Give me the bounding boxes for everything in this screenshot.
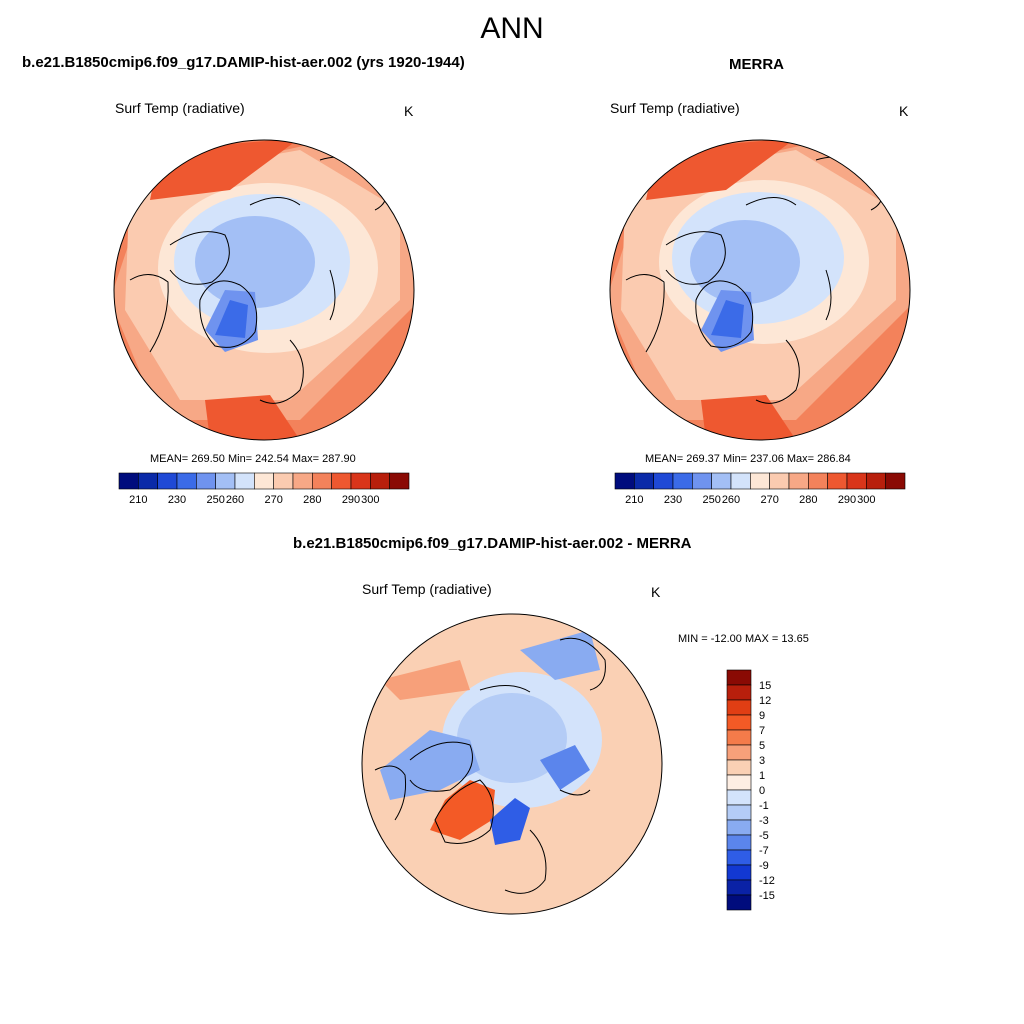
model-colorbar-tick-label: 260 [226,494,244,506]
obs-colorbar-swatch [672,472,693,490]
obs-colorbar-swatch [614,472,635,490]
diff-colorbar-tick-label: -5 [759,830,769,842]
diff-colorbar-tick-label: 3 [759,755,765,767]
diff-colorbar-tick-label: -3 [759,815,769,827]
obs-units-label: K [899,103,909,119]
model-stats: MEAN= 269.50 Min= 242.54 Max= 287.90 [150,453,356,465]
obs-stats: MEAN= 269.37 Min= 237.06 Max= 286.84 [645,453,851,465]
model-colorbar-tick-label: 290 [342,494,360,506]
model-colorbar-swatch [196,472,216,490]
diff-colorbar-tick-label: -1 [759,800,769,812]
model-colorbar: 210 230 250 260 270 280 290 300 [118,472,410,506]
diff-colorbar-swatch [726,729,752,746]
diff-colorbar-swatch [726,759,752,776]
diff-colorbar-swatch [726,789,752,806]
diff-colorbar-swatch [726,669,752,686]
diff-colorbar: 15 12 9 7 5 3 1 0 -1 -3 -5 -7 -9 -12 -15 [726,669,775,911]
model-colorbar-swatch [254,472,274,490]
obs-colorbar-swatch [711,472,732,490]
diff-colorbar-tick-label: -7 [759,845,769,857]
model-colorbar-swatch [370,472,390,490]
model-colorbar-swatch [312,472,332,490]
diff-colorbar-tick-label: 1 [759,770,765,782]
model-colorbar-tick-label: 250 [206,494,224,506]
model-colorbar-swatch [157,472,178,490]
diff-colorbar-tick-label: 9 [759,710,765,722]
obs-colorbar-tick-label: 250 [702,494,720,506]
diff-colorbar-swatch [726,849,752,866]
obs-colorbar-tick-label: 300 [857,494,875,506]
model-colorbar-swatch [176,472,197,490]
obs-colorbar-swatch [808,472,828,490]
model-colorbar-tick-label: 270 [264,494,282,506]
obs-colorbar-swatch [653,472,674,490]
obs-variable-label: Surf Temp (radiative) [610,100,740,116]
diff-polar-map [361,613,663,915]
diff-colorbar-swatch [726,684,752,701]
model-colorbar-swatch [273,472,294,490]
model-colorbar-swatch [138,472,158,490]
model-colorbar-swatch [215,472,236,490]
model-colorbar-swatch [292,472,313,490]
model-colorbar-swatch [389,472,410,490]
obs-colorbar-swatch [730,472,751,490]
diff-colorbar-swatch [726,804,752,821]
obs-colorbar-tick-label: 230 [664,494,682,506]
obs-colorbar-swatch [788,472,809,490]
diff-colorbar-swatch [726,699,752,716]
model-colorbar-swatch [350,472,371,490]
diff-colorbar-tick-label: -9 [759,860,769,872]
diff-colorbar-tick-label: 0 [759,785,765,797]
diff-colorbar-tick-label: 5 [759,740,765,752]
model-colorbar-tick-label: 300 [361,494,379,506]
obs-colorbar-tick-label: 270 [760,494,778,506]
diff-colorbar-tick-label: -15 [759,890,775,902]
obs-colorbar: 210 230 250 260 270 280 290 300 [614,472,906,506]
model-units-label: K [404,103,414,119]
obs-colorbar-tick-label: 290 [838,494,856,506]
diff-panel-title: b.e21.B1850cmip6.f09_g17.DAMIP-hist-aer.… [293,535,692,552]
obs-panel-title: MERRA [729,56,784,73]
model-colorbar-swatch [118,472,139,490]
diff-units-label: K [651,584,661,600]
model-colorbar-swatch [331,472,352,490]
diff-colorbar-swatch [726,819,752,836]
obs-colorbar-swatch [634,472,654,490]
model-colorbar-tick-label: 210 [129,494,147,506]
model-variable-label: Surf Temp (radiative) [115,100,245,116]
obs-colorbar-swatch [692,472,712,490]
obs-colorbar-tick-label: 280 [799,494,817,506]
diff-colorbar-tick-label: -12 [759,875,775,887]
diff-colorbar-tick-label: 7 [759,725,765,737]
obs-colorbar-swatch [885,472,906,490]
obs-colorbar-swatch [769,472,790,490]
diff-colorbar-swatch [726,879,752,896]
diff-colorbar-tick-label: 12 [759,695,771,707]
diff-colorbar-swatch [726,774,752,791]
obs-colorbar-swatch [846,472,867,490]
diff-stats: MIN = -12.00 MAX = 13.65 [678,633,809,645]
model-colorbar-tick-label: 230 [168,494,186,506]
obs-colorbar-tick-label: 210 [625,494,643,506]
page-title: ANN [480,12,544,45]
obs-colorbar-tick-label: 260 [722,494,740,506]
diff-colorbar-swatch [726,834,752,851]
obs-colorbar-swatch [827,472,848,490]
model-colorbar-swatch [234,472,255,490]
obs-polar-map [609,139,911,441]
diff-variable-label: Surf Temp (radiative) [362,581,492,597]
model-panel-title: b.e21.B1850cmip6.f09_g17.DAMIP-hist-aer.… [22,54,465,71]
diff-colorbar-swatch [726,744,752,761]
diff-colorbar-tick-label: 15 [759,680,771,692]
model-colorbar-tick-label: 280 [303,494,321,506]
model-polar-map [113,139,415,441]
obs-colorbar-swatch [750,472,770,490]
diff-colorbar-swatch [726,714,752,731]
diff-colorbar-swatch [726,864,752,881]
obs-colorbar-swatch [866,472,886,490]
diff-colorbar-swatch [726,894,752,911]
